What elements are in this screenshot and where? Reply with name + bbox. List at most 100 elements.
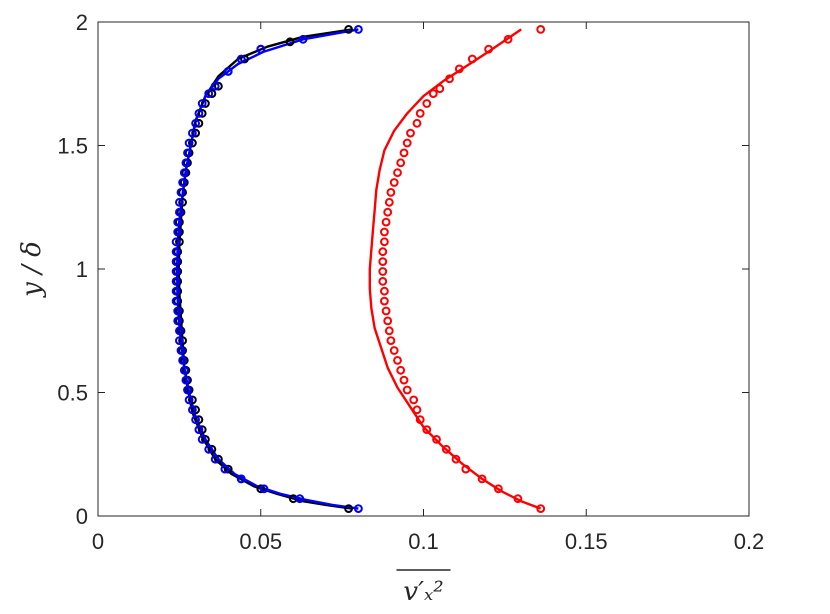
- data-point: [536, 504, 546, 514]
- data-point: [536, 25, 546, 34]
- data-point: [204, 444, 214, 454]
- data-point: [256, 484, 266, 494]
- data-point: [197, 99, 207, 108]
- data-point: [454, 64, 464, 74]
- data-point: [188, 128, 197, 138]
- data-point: [402, 385, 412, 395]
- data-point: [396, 158, 406, 168]
- data-point: [422, 99, 432, 108]
- data-point: [191, 405, 201, 415]
- data-point: [344, 504, 354, 514]
- data-point: [191, 128, 201, 138]
- y-tick-label: 2: [76, 10, 88, 35]
- data-point: [173, 227, 183, 237]
- y-tick-label: 1: [76, 257, 88, 282]
- data-point: [422, 425, 432, 435]
- data-point: [188, 395, 197, 405]
- data-point: [183, 385, 192, 395]
- data-point: [191, 415, 201, 425]
- tick-layer: [97, 21, 750, 517]
- data-point: [412, 118, 422, 128]
- data-point: [380, 296, 389, 306]
- data-point: [236, 474, 246, 484]
- data-point: [214, 454, 223, 464]
- data-point: [194, 118, 204, 128]
- data-point: [428, 89, 438, 98]
- tick-label-layer: 0 0.05 0.1 0.15 0.2 0 0.5 1 1.5 2: [57, 10, 764, 554]
- data-point: [381, 217, 391, 227]
- data-point: [173, 316, 183, 326]
- data-point: [201, 99, 210, 108]
- data-point: [494, 484, 503, 494]
- data-point: [176, 188, 186, 197]
- y-tick-label: 1.5: [57, 134, 88, 159]
- data-point: [432, 435, 441, 444]
- data-point: [204, 89, 214, 98]
- data-point: [183, 148, 192, 158]
- data-point: [171, 296, 181, 306]
- data-point: [441, 444, 451, 454]
- data-point: [178, 336, 188, 346]
- series-line-2: [368, 28, 542, 510]
- data-point: [451, 454, 461, 464]
- data-point: [256, 44, 266, 54]
- data-point: [207, 444, 217, 454]
- data-point: [415, 109, 425, 118]
- data-point: [176, 346, 186, 355]
- data-point: [445, 74, 454, 84]
- data-point: [175, 237, 184, 247]
- data-point: [179, 168, 189, 178]
- data-point: [220, 464, 230, 474]
- x-tick-label: 0.15: [565, 529, 608, 554]
- data-point: [383, 316, 393, 326]
- x-tick-label: 0.2: [734, 529, 765, 554]
- data-point: [389, 346, 399, 355]
- data-point: [188, 138, 197, 148]
- data-point: [402, 138, 412, 148]
- data-point: [344, 25, 354, 34]
- data-point: [513, 494, 523, 504]
- data-point: [197, 109, 207, 118]
- data-point: [207, 89, 217, 98]
- data-point: [384, 326, 394, 336]
- data-point: [181, 158, 191, 168]
- data-point: [503, 34, 513, 44]
- data-point: [378, 277, 388, 286]
- data-point: [194, 425, 204, 435]
- data-point: [380, 237, 389, 247]
- data-point: [175, 197, 184, 207]
- data-point: [378, 247, 388, 257]
- data-point: [354, 25, 363, 34]
- x-tick-label: 0.1: [408, 529, 439, 554]
- x-tick-label: 0: [92, 529, 104, 554]
- data-point: [188, 405, 197, 415]
- data-point: [171, 237, 181, 247]
- data-point: [393, 168, 402, 178]
- data-point: [171, 247, 181, 257]
- data-point: [381, 306, 391, 316]
- data-point: [175, 326, 184, 336]
- data-point: [461, 464, 471, 474]
- data-point: [173, 217, 183, 227]
- data-point: [171, 257, 181, 267]
- data-point: [171, 267, 181, 276]
- data-point: [197, 435, 207, 444]
- data-point: [380, 227, 389, 237]
- data-point: [380, 286, 389, 296]
- x-axis-label: v′ₓ²: [403, 577, 443, 607]
- data-point: [171, 277, 181, 286]
- data-point: [378, 257, 388, 267]
- series-markers-4: [171, 25, 363, 514]
- data-point: [240, 54, 249, 64]
- data-point: [236, 54, 246, 64]
- data-point: [194, 415, 204, 425]
- data-point: [409, 395, 419, 405]
- data-point: [399, 375, 409, 385]
- y-tick-label: 0.5: [57, 381, 88, 406]
- data-point: [383, 207, 393, 217]
- data-point: [178, 178, 188, 187]
- data-point: [178, 197, 188, 207]
- data-point: [298, 34, 308, 44]
- data-point: [171, 286, 181, 296]
